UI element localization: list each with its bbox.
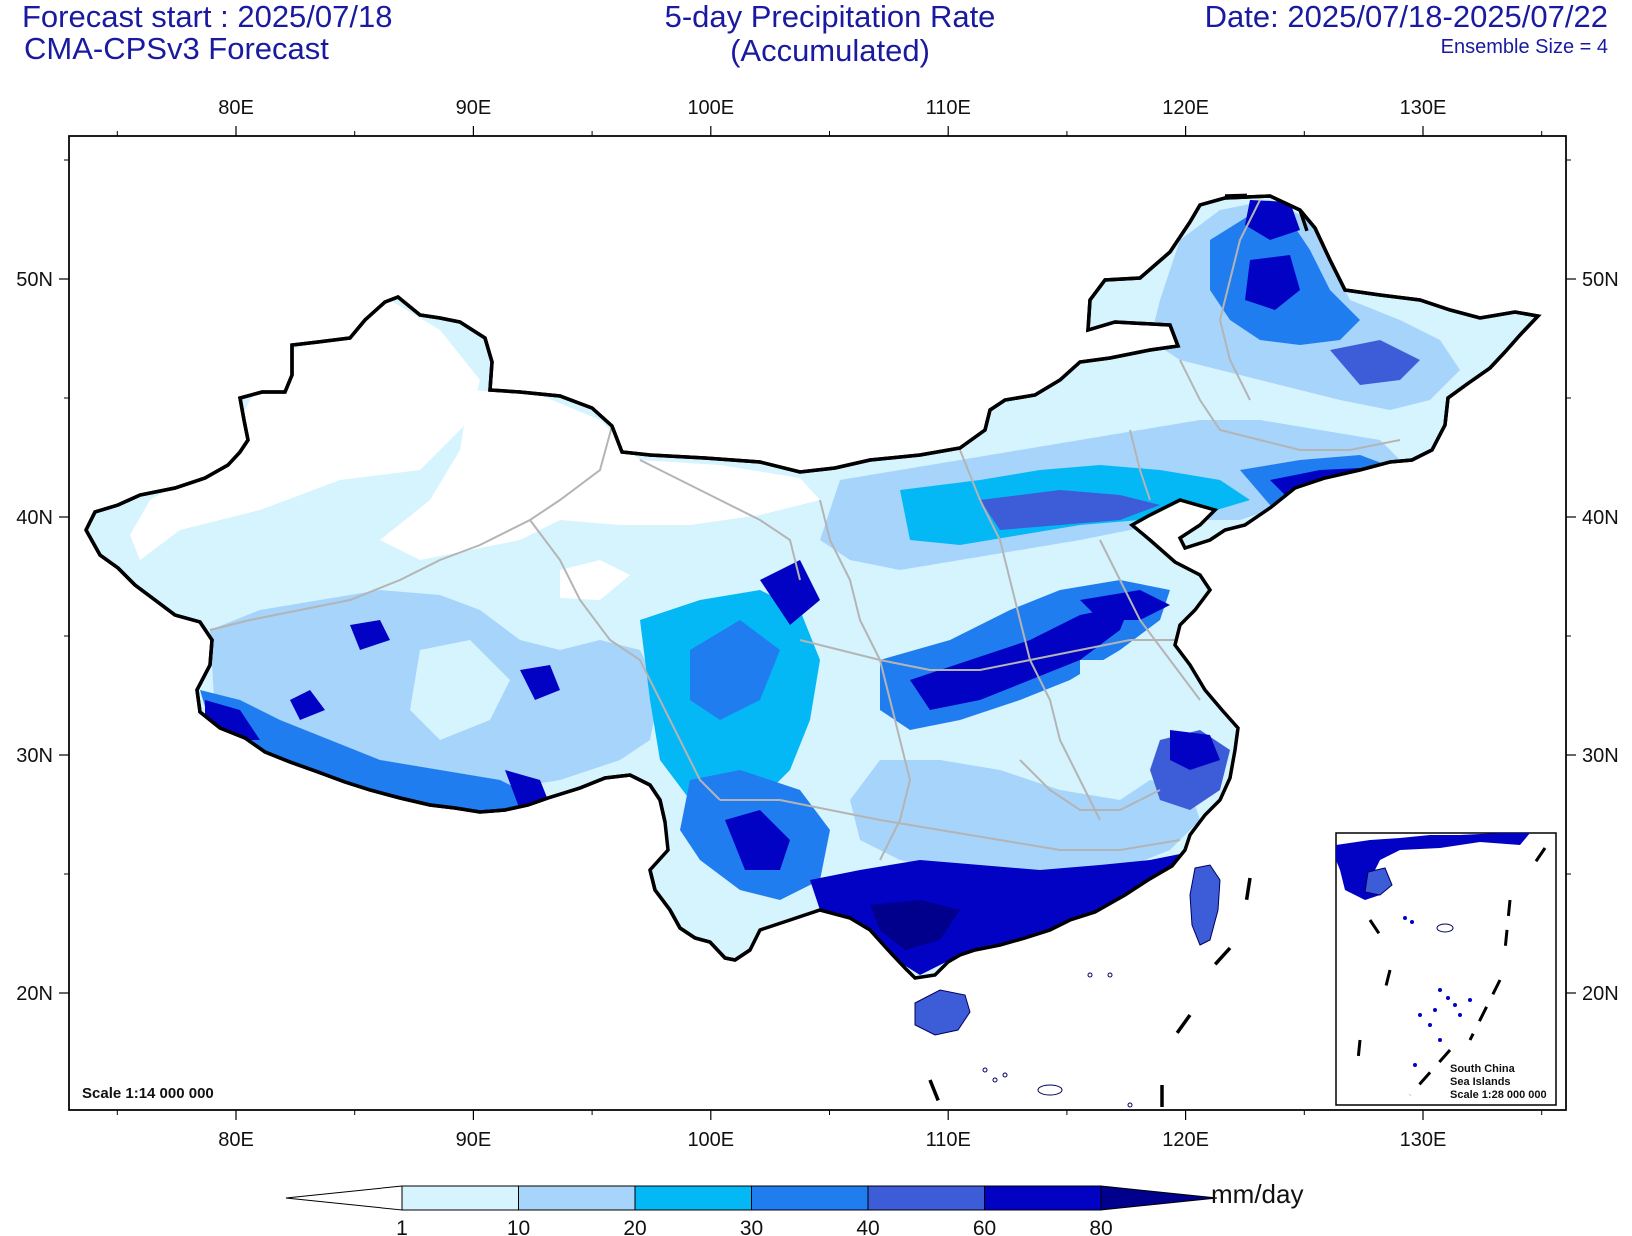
colorbar-level-label: 30 — [740, 1217, 763, 1236]
lon-label-bottom: 80E — [218, 1129, 254, 1151]
colorbar-swatch — [518, 1185, 636, 1211]
lat-label-left: 20N — [16, 983, 53, 1005]
model-name-text: CMA-CPSv3 Forecast — [24, 31, 329, 66]
colorbar-under-triangle — [285, 1185, 403, 1211]
south-china-sea-islands — [982, 972, 1133, 1108]
lon-label-bottom: 100E — [687, 1129, 734, 1151]
colorbar-swatch — [634, 1185, 752, 1211]
colorbar-over-triangle — [1100, 1185, 1218, 1211]
precipitation-fields — [86, 196, 1538, 978]
inset-label-line3: Scale 1:28 000 000 — [1450, 1089, 1547, 1101]
map-axes: 80E 80E 90E 90E 100E 100E 110E 110E 120E 120E 130E… — [16, 97, 1618, 1151]
lat-label-right: 40N — [1582, 507, 1619, 529]
ensemble-size-text: Ensemble Size = 4 — [1440, 36, 1608, 58]
inset-label-line2: Sea Islands — [1450, 1076, 1511, 1088]
lon-label-top: 80E — [218, 97, 254, 119]
colorbar-unit-label: mm/day — [1211, 1179, 1303, 1209]
map-title-line2: (Accumulated) — [730, 33, 930, 68]
lat-label-left: 40N — [16, 507, 53, 529]
lon-label-bottom: 120E — [1162, 1129, 1209, 1151]
date-range-text: Date: 2025/07/18-2025/07/22 — [1204, 0, 1608, 34]
lat-label-right: 50N — [1582, 269, 1619, 291]
inset-label-line1: South China — [1450, 1063, 1516, 1075]
map-title: 5-day Precipitation Rate (Accumulated) — [0, 0, 1600, 68]
forecast-start-text: Forecast start : 2025/07/18 — [22, 0, 393, 34]
lon-label-top: 130E — [1400, 97, 1447, 119]
map-scale-note: Scale 1:14 000 000 — [82, 1085, 214, 1102]
colorbar-level-label: 80 — [1089, 1217, 1112, 1236]
lon-label-top: 100E — [687, 97, 734, 119]
colorbar-swatch — [751, 1185, 869, 1211]
lon-label-bottom: 130E — [1400, 1129, 1447, 1151]
province-boundaries — [209, 199, 1401, 861]
colorbar-level-label: 1 — [396, 1217, 408, 1236]
colorbar-swatch — [984, 1185, 1102, 1211]
lon-label-top: 110E — [926, 97, 971, 119]
lat-label-left: 50N — [16, 269, 53, 291]
colorbar-swatch — [867, 1185, 985, 1211]
lon-label-top: 120E — [1162, 97, 1209, 119]
lat-label-left: 30N — [16, 745, 53, 767]
taiwan-island — [1189, 864, 1221, 946]
colorbar-level-label: 40 — [856, 1217, 879, 1236]
colorbar-level-label: 60 — [973, 1217, 996, 1236]
colorbar: 1 10 20 30 40 60 80 mm/day — [285, 1179, 1303, 1236]
colorbar-level-label: 20 — [623, 1217, 646, 1236]
lon-label-bottom: 90E — [456, 1129, 492, 1151]
maritime-dashed-lines — [928, 193, 1312, 1110]
hainan-island — [914, 989, 971, 1036]
lat-label-right: 20N — [1582, 983, 1619, 1005]
south-china-sea-inset: South China Sea Islands Scale 1:28 000 0… — [1335, 832, 1557, 1106]
lat-label-right: 30N — [1582, 745, 1619, 767]
lon-label-top: 90E — [456, 97, 492, 119]
colorbar-level-label: 10 — [507, 1217, 530, 1236]
lon-label-bottom: 110E — [926, 1129, 971, 1151]
map-title-line1: 5-day Precipitation Rate — [664, 0, 996, 34]
colorbar-swatch — [401, 1185, 519, 1211]
